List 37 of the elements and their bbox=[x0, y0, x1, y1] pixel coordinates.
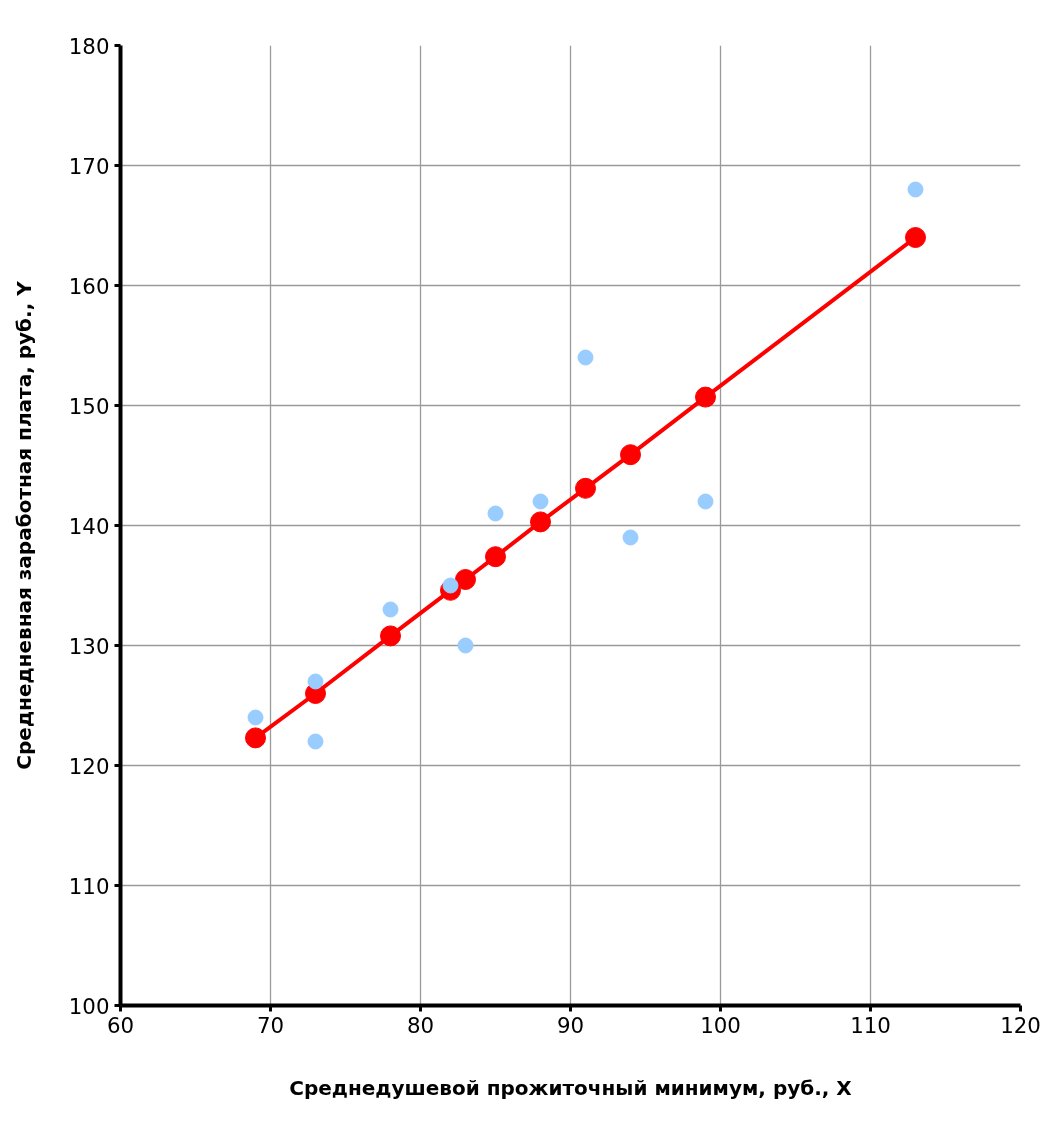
point bbox=[695, 386, 716, 408]
point bbox=[382, 601, 399, 618]
y-tick-label: 160 bbox=[68, 273, 110, 299]
point bbox=[455, 569, 476, 590]
point bbox=[905, 227, 926, 248]
y-tick-label: 110 bbox=[68, 873, 110, 899]
point bbox=[907, 181, 924, 198]
y-tick-label: 170 bbox=[68, 153, 110, 179]
point bbox=[380, 625, 401, 647]
y-axis-title: Среднедневная заработная плата, руб., Y bbox=[11, 280, 36, 770]
point bbox=[457, 637, 474, 654]
x-tick-label: 80 bbox=[406, 1012, 435, 1038]
point bbox=[487, 505, 504, 522]
point bbox=[620, 444, 641, 466]
point bbox=[575, 477, 596, 499]
y-tick-label: 180 bbox=[68, 33, 110, 59]
point bbox=[442, 577, 459, 594]
point bbox=[577, 349, 594, 366]
x-tick-label: 70 bbox=[256, 1012, 285, 1038]
point bbox=[697, 493, 714, 510]
y-tick-label: 150 bbox=[68, 393, 110, 419]
x-tick-label: 110 bbox=[850, 1012, 891, 1038]
point bbox=[622, 529, 639, 546]
point bbox=[307, 733, 324, 750]
point bbox=[532, 493, 549, 510]
point bbox=[245, 727, 266, 749]
point bbox=[530, 511, 551, 533]
point bbox=[307, 673, 324, 690]
x-tick-label: 120 bbox=[1000, 1012, 1041, 1038]
y-tick-label: 130 bbox=[68, 633, 110, 659]
y-tick-label: 120 bbox=[68, 753, 110, 779]
point bbox=[485, 546, 506, 568]
x-axis-title: Среднедушевой прожиточный минимум, руб., X bbox=[289, 1075, 853, 1100]
x-tick-label: 100 bbox=[700, 1012, 741, 1038]
point bbox=[247, 709, 264, 726]
y-tick-label: 140 bbox=[68, 513, 110, 539]
x-tick-label: 90 bbox=[556, 1012, 585, 1038]
